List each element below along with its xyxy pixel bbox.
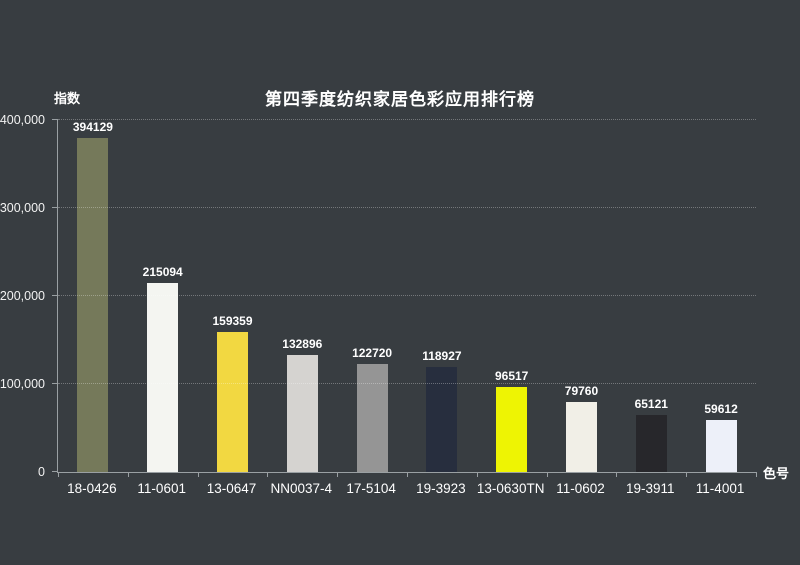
y-axis-tick bbox=[52, 295, 58, 296]
x-axis-tick bbox=[58, 472, 59, 477]
bar bbox=[635, 414, 667, 472]
y-tick-label: 200,000 bbox=[0, 289, 45, 303]
bar bbox=[565, 401, 597, 472]
bar-value-label: 159359 bbox=[212, 313, 253, 328]
bar-group: 159359 bbox=[198, 120, 268, 472]
x-category-label: 17-5104 bbox=[346, 481, 396, 496]
bar-group: 79760 bbox=[547, 120, 617, 472]
bar-group: 59612 bbox=[686, 120, 756, 472]
bar-value-label: 65121 bbox=[634, 396, 668, 411]
y-tick-label: 400,000 bbox=[0, 113, 45, 127]
x-axis-tick bbox=[756, 472, 757, 477]
plot-area: 394129 215094 159359 132896 122720 118927 9651… bbox=[52, 119, 757, 477]
x-axis-tick bbox=[616, 472, 618, 477]
bar-group: 96517 bbox=[477, 120, 547, 472]
bars-container: 394129 215094 159359 132896 122720 118927 9651… bbox=[58, 120, 756, 472]
bar-value-label: 59612 bbox=[704, 401, 738, 416]
x-axis-tick bbox=[686, 472, 688, 477]
x-axis-title: 色号 bbox=[763, 466, 790, 481]
x-category-label: 13-0630TN bbox=[476, 481, 545, 496]
x-category-label: 13-0647 bbox=[206, 481, 257, 496]
bar bbox=[77, 138, 109, 472]
x-axis-labels: 18-0426 11-0601 13-0647 NN0037-4 17-5104 19-3… bbox=[57, 481, 755, 496]
x-category-label: 18-0426 bbox=[67, 481, 117, 496]
bar-value-label: 79760 bbox=[564, 383, 599, 398]
gridline bbox=[58, 207, 756, 208]
x-category-label: NN0037-4 bbox=[270, 481, 333, 496]
gridline bbox=[58, 119, 756, 120]
bar-value-label: 122720 bbox=[352, 346, 393, 361]
bar-value-label: 96517 bbox=[494, 369, 529, 384]
gridline bbox=[58, 383, 756, 384]
bar-value-label: 118927 bbox=[422, 349, 462, 364]
bar-value-label: 394129 bbox=[72, 120, 113, 134]
bar-group: 215094 bbox=[128, 120, 198, 472]
bar bbox=[147, 282, 179, 472]
y-tick-label: 100,000 bbox=[0, 377, 45, 391]
bar-group: 65121 bbox=[616, 120, 686, 472]
x-axis-tick bbox=[407, 472, 408, 477]
bar bbox=[216, 331, 248, 472]
x-category-label: 11-0602 bbox=[556, 481, 605, 496]
x-axis-tick bbox=[476, 472, 478, 477]
y-tick-label: 0 bbox=[38, 465, 45, 479]
x-category-label: 11-0601 bbox=[137, 481, 186, 496]
y-axis-tick bbox=[52, 119, 58, 120]
y-axis-labels: 0 100,000 200,000 300,000 400,000 bbox=[0, 113, 51, 479]
x-category-label: 19-3923 bbox=[416, 481, 466, 496]
bar-group: 132896 bbox=[267, 120, 337, 472]
x-category-label: 19-3911 bbox=[626, 481, 675, 496]
x-axis-tick bbox=[267, 472, 269, 477]
bar bbox=[286, 355, 318, 472]
x-axis-tick bbox=[546, 472, 548, 477]
bar bbox=[356, 364, 388, 472]
bar-group: 394129 bbox=[58, 120, 128, 472]
bar-group: 118927 bbox=[407, 120, 477, 472]
y-tick-label: 300,000 bbox=[0, 201, 45, 215]
y-axis-title: 指数 bbox=[54, 91, 81, 106]
bar bbox=[426, 367, 458, 472]
y-axis-tick bbox=[52, 471, 58, 472]
x-axis-tick bbox=[337, 472, 339, 477]
x-category-label: 11-4001 bbox=[695, 481, 745, 496]
x-axis-tick bbox=[127, 472, 129, 477]
gridline bbox=[58, 295, 756, 296]
bar-value-label: 215094 bbox=[142, 264, 183, 279]
bar-group: 122720 bbox=[337, 120, 407, 472]
bar-value-label: 132896 bbox=[282, 337, 323, 352]
y-axis-tick bbox=[52, 207, 58, 208]
bar bbox=[496, 387, 528, 472]
y-axis-tick bbox=[52, 383, 58, 384]
bar bbox=[705, 419, 737, 472]
x-axis-tick bbox=[197, 472, 199, 477]
chart-title: 第四季度纺织家居色彩应用排行榜 bbox=[265, 90, 535, 109]
